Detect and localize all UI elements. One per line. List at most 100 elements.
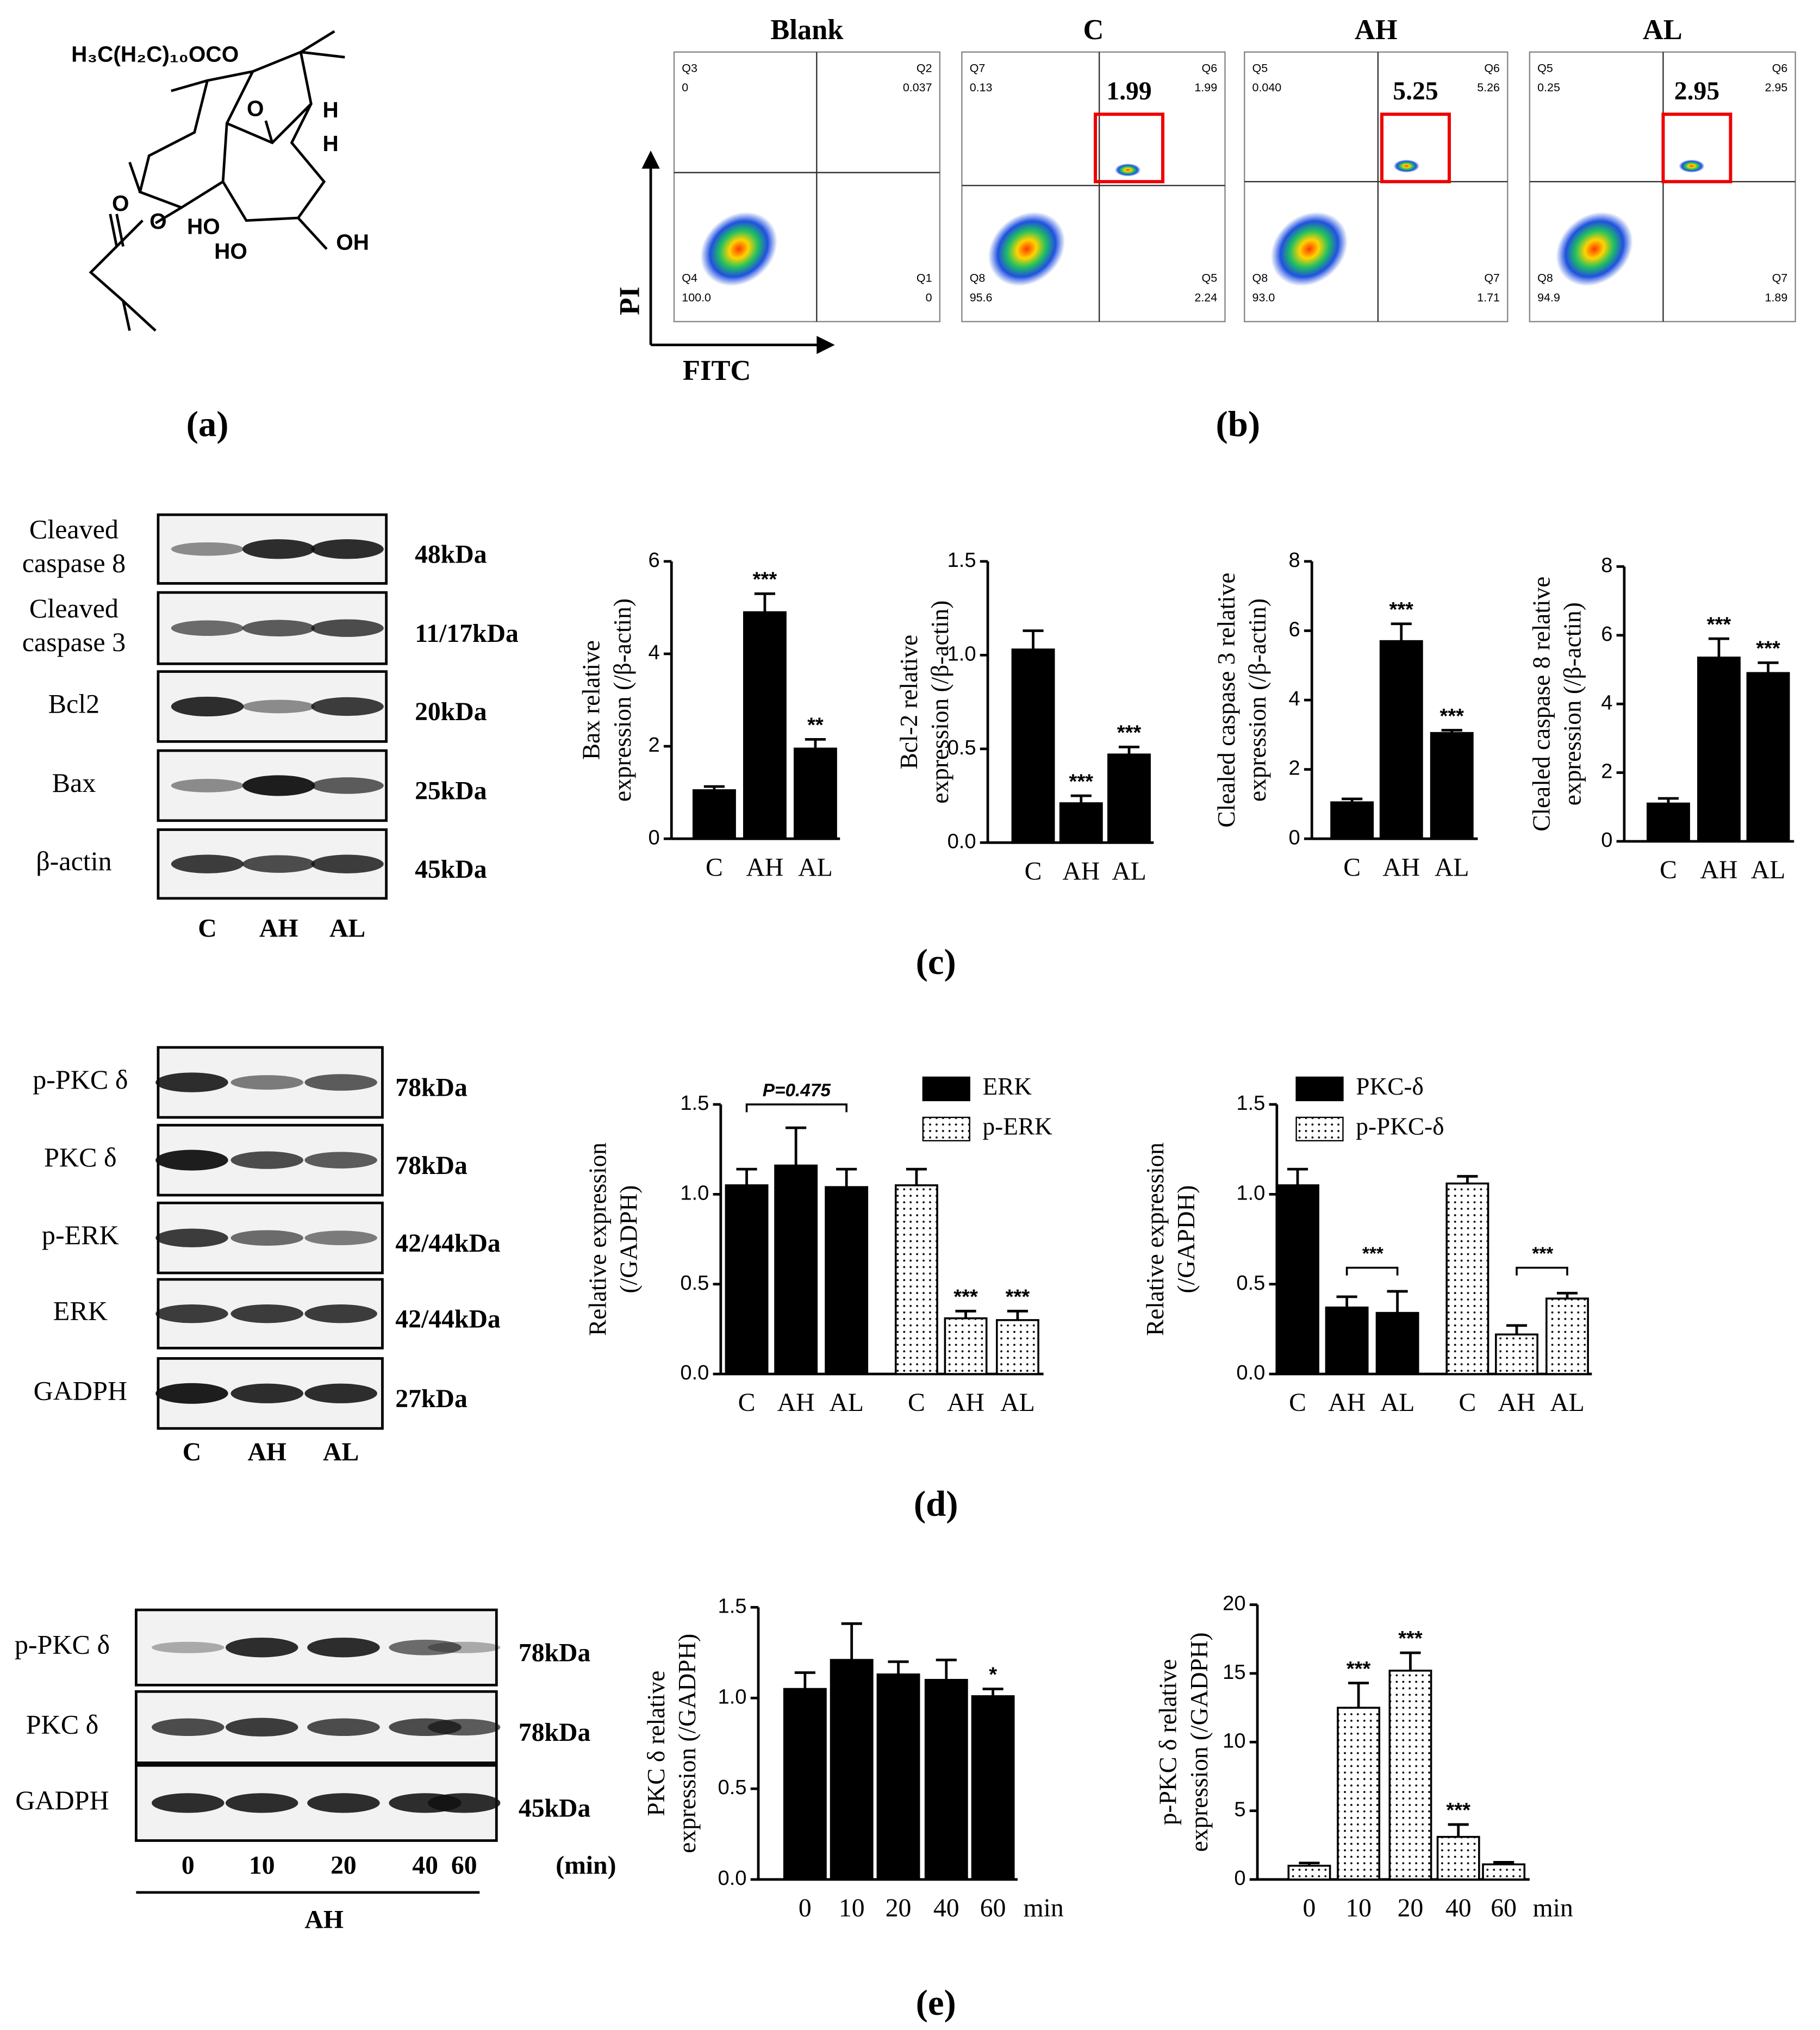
bar	[1011, 648, 1055, 844]
legend-label: ERK	[983, 1073, 1032, 1100]
quadrant-name: Q8	[1537, 272, 1553, 285]
x-tick-label: 20	[886, 1894, 912, 1922]
cell-cluster	[1114, 163, 1141, 177]
plot-title: Blank	[770, 14, 844, 46]
atom-label: HO	[187, 214, 220, 239]
bar	[995, 1319, 1039, 1375]
quadrant-name: Q5	[1537, 61, 1553, 74]
highlight-box	[1661, 113, 1732, 184]
y-tick-label: 0.0	[718, 1866, 747, 1890]
y-tick-label: 0.0	[1236, 1361, 1265, 1384]
blot-band	[155, 1228, 228, 1247]
bar	[924, 1679, 968, 1881]
y-tick-label: 1.0	[1236, 1181, 1265, 1204]
blot-label: Bax	[52, 767, 96, 798]
blot-label: Cleaved	[29, 514, 119, 545]
x-tick-label: AL	[1435, 853, 1469, 882]
x-tick-label: C	[1025, 858, 1042, 886]
bracket-label: ***	[1531, 1244, 1554, 1264]
y-axis-label: Relative expression	[584, 1142, 611, 1336]
cell-cluster	[1556, 211, 1633, 286]
quadrant-value: 1.71	[1477, 291, 1500, 304]
highlight-box	[1380, 113, 1451, 184]
panel-label: (b)	[1216, 405, 1261, 445]
quadrant-name: Q5	[1252, 61, 1268, 74]
plot-title: C	[1083, 14, 1104, 46]
significance: ***	[953, 1285, 978, 1309]
y-tick-label: 1.0	[680, 1181, 709, 1204]
y-axis-label: Bax relative	[578, 640, 605, 760]
significance: ***	[1756, 637, 1780, 660]
atom-label: H₃C(H₂C)₁₀OCO	[71, 42, 239, 67]
blot-band	[307, 1638, 380, 1658]
y-tick-label: 0.5	[680, 1271, 709, 1295]
blot-band	[311, 539, 384, 559]
quadrant-name: Q2	[917, 61, 932, 74]
bar	[1388, 1670, 1432, 1881]
quadrant-value: 0.13	[970, 81, 993, 94]
blot-band	[230, 1151, 303, 1169]
blot-band	[311, 697, 384, 716]
quadrant-value: 0	[682, 81, 688, 94]
bar	[1287, 1864, 1331, 1881]
cell-cluster	[1679, 159, 1705, 173]
y-tick-label: 1.5	[680, 1091, 709, 1115]
bar	[1059, 802, 1103, 844]
quadrant-name: Q7	[1772, 272, 1788, 285]
quadrant-name: Q7	[970, 61, 986, 74]
cell-cluster	[1393, 159, 1420, 173]
blot-band	[311, 619, 384, 637]
y-axis-label: expression (/β-actin)	[926, 601, 953, 804]
y-tick-label: 2	[1289, 757, 1300, 780]
y-tick-label: 0	[649, 826, 660, 849]
x-tick-label: AL	[1112, 858, 1146, 886]
highlight-value: 5.25	[1393, 77, 1438, 105]
quadrant-name: Q1	[917, 272, 932, 285]
highlight-box	[1094, 113, 1164, 184]
x-tick-label: AL	[1751, 856, 1786, 884]
quadrant-name: Q3	[682, 61, 697, 74]
significance: ***	[1389, 598, 1414, 621]
treatment-label: AH	[304, 1906, 344, 1934]
x-tick-label: AL	[829, 1389, 864, 1417]
blot-size: 78kDa	[395, 1074, 468, 1102]
blot-band	[307, 1793, 380, 1813]
y-axis-label: (/GAPDH)	[1173, 1185, 1200, 1294]
bar	[1276, 1184, 1319, 1375]
blot-label: GADPH	[34, 1375, 127, 1406]
bar	[830, 1659, 874, 1881]
blot-band	[304, 1304, 377, 1323]
axis-label: FITC	[683, 355, 751, 386]
blot-band	[230, 1383, 303, 1403]
x-tick-label: 0	[1303, 1894, 1316, 1922]
lane-label: C	[198, 914, 216, 942]
quadrant-name: Q4	[682, 272, 697, 285]
x-tick-label: 40	[1445, 1894, 1472, 1922]
bar	[1746, 672, 1790, 842]
quadrant-value: 0.040	[1252, 81, 1282, 94]
blot-band	[242, 620, 315, 636]
bar	[1430, 732, 1474, 840]
atom-label: H	[322, 131, 338, 156]
bar	[1107, 753, 1151, 844]
x-tick-label: AH	[1498, 1389, 1536, 1417]
y-axis-label: Relative expression	[1142, 1142, 1169, 1336]
panel-label: (c)	[916, 942, 956, 982]
atom-label: O	[112, 191, 129, 216]
blot-band	[171, 620, 244, 636]
legend-swatch	[922, 1076, 970, 1102]
y-tick-label: 8	[1289, 548, 1300, 572]
blot-band	[311, 854, 384, 873]
axis-label: PI	[614, 286, 646, 315]
blot-size: 42/44kDa	[395, 1305, 501, 1333]
bracket	[1345, 1266, 1399, 1276]
quadrant-name: Q8	[1252, 272, 1268, 285]
y-tick-label: 20	[1223, 1592, 1245, 1615]
blot-band	[155, 1150, 228, 1171]
quadrant-value: 0	[926, 291, 932, 304]
x-tick-label: AH	[1382, 853, 1420, 882]
significance: **	[807, 714, 824, 737]
blot-band	[155, 1383, 228, 1404]
legend-label: PKC-δ	[1356, 1073, 1424, 1100]
blot-label: ERK	[53, 1296, 108, 1326]
